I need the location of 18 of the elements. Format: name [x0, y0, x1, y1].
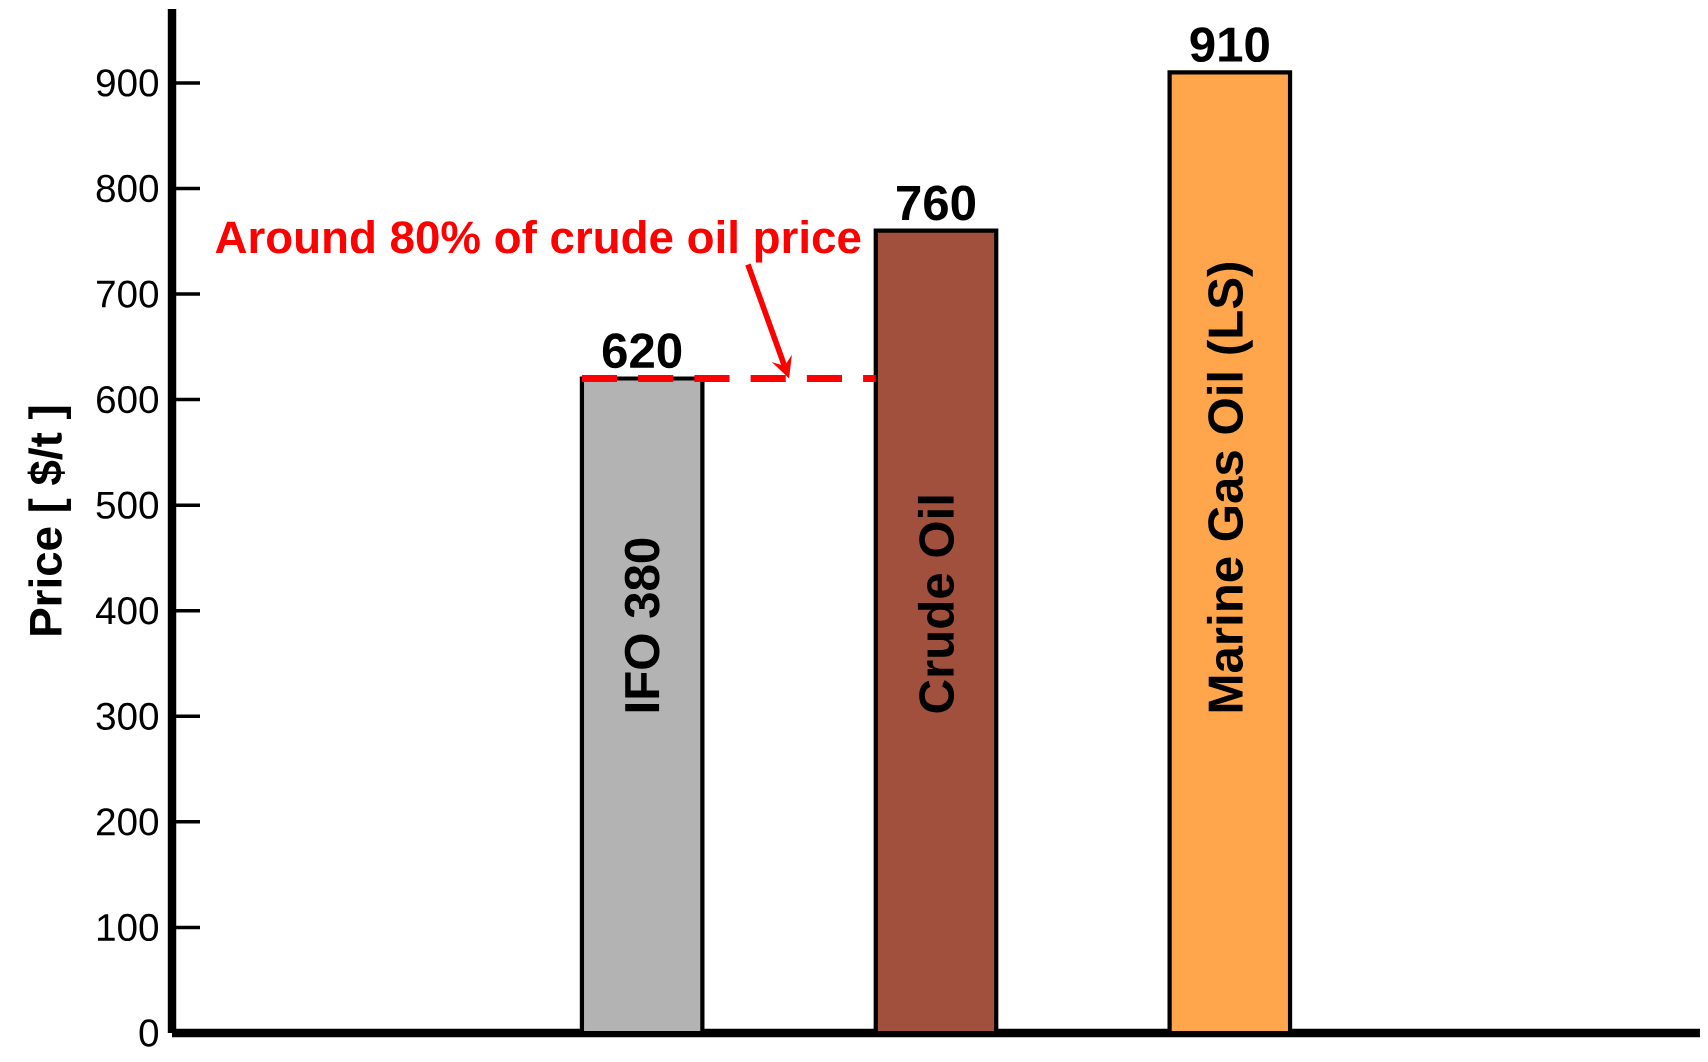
y-tick-label: 300: [96, 702, 159, 730]
data-label: 620: [602, 333, 682, 369]
y-tick-label: 100: [98, 913, 159, 942]
y-axis-title: Price [ $/t ]: [27, 406, 71, 635]
data-label: 910: [1190, 27, 1269, 63]
y-tick-label: 0: [139, 1019, 159, 1047]
x-tick-label: Crude Oil: [917, 496, 955, 713]
y-tick-label: 900: [96, 69, 159, 97]
data-label: 760: [897, 185, 976, 221]
y-tick-label: 600: [97, 385, 159, 414]
y-tick-label: 500: [96, 491, 159, 519]
y-tick-label: 800: [96, 174, 159, 203]
x-tick-label: Marine Gas Oil (LS): [1206, 263, 1253, 712]
x-tick-label: IFO 380: [624, 538, 660, 712]
y-tick-label: 400: [95, 597, 159, 625]
y-tick-label: 700: [97, 280, 159, 308]
y-tick-label: 200: [97, 808, 159, 836]
ref-line-label: Around 80% of crude oil price: [215, 219, 861, 263]
